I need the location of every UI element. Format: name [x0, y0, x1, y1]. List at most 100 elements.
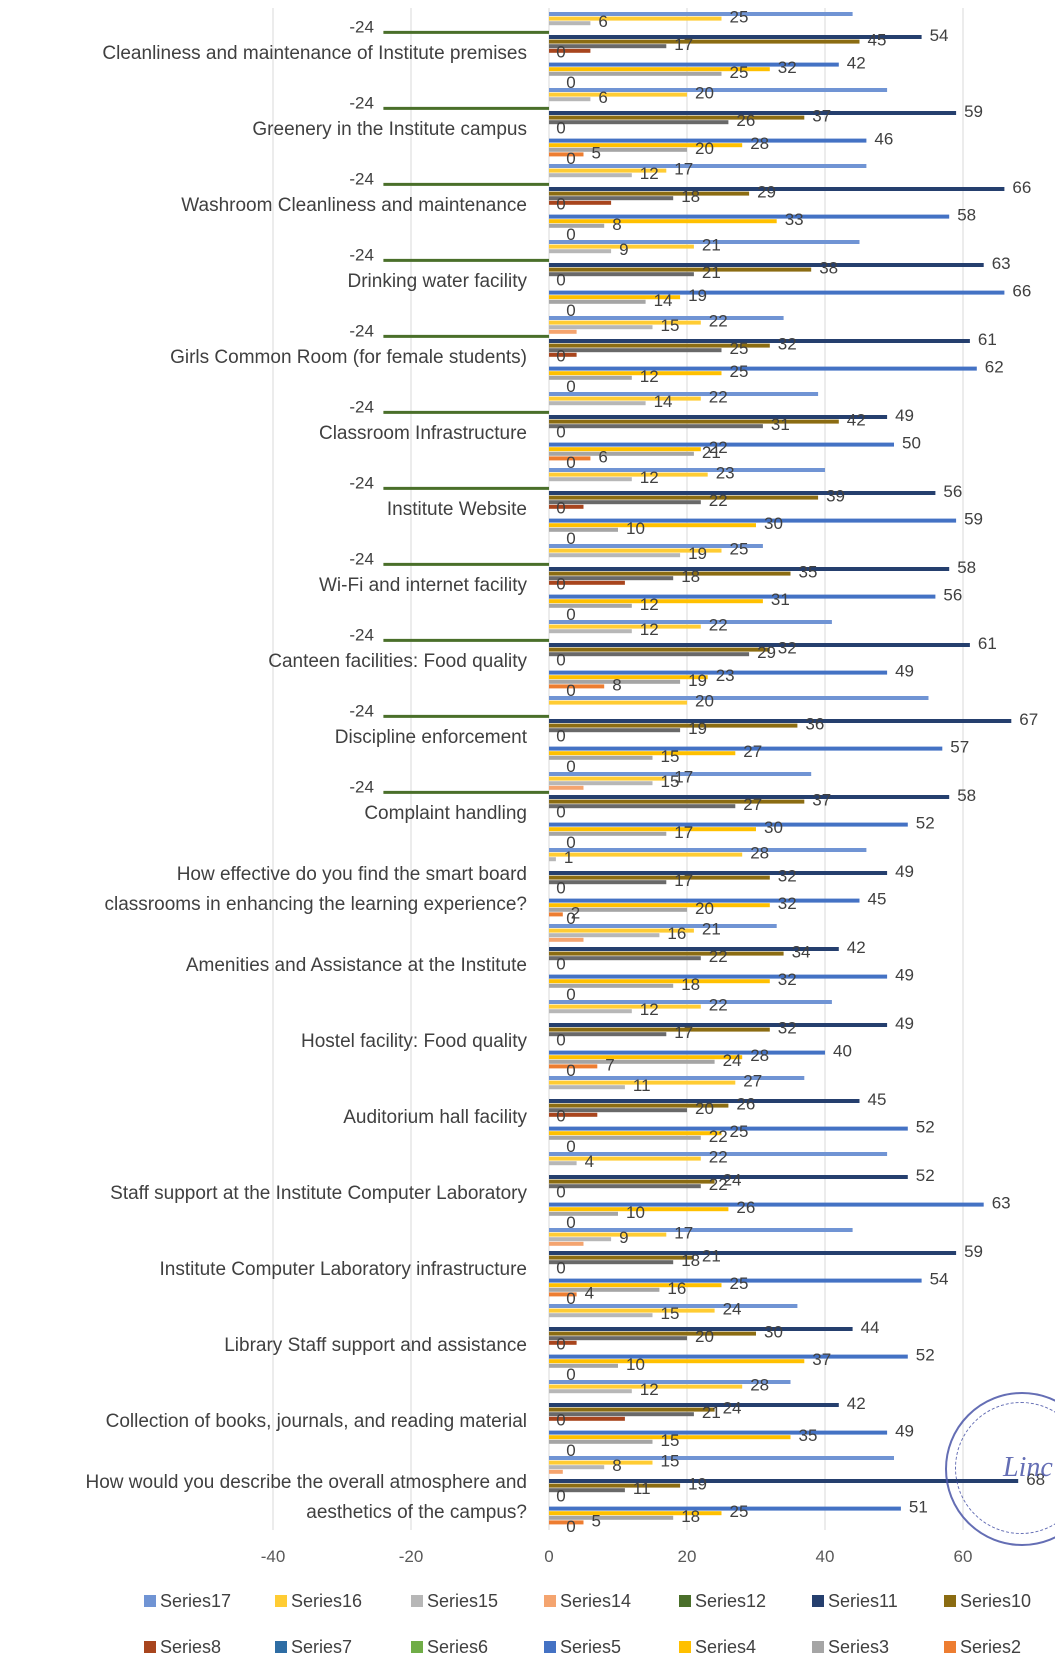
zero-label: 0 — [566, 605, 575, 624]
value-label: 25 — [730, 63, 749, 82]
category-label: Library Staff support and assistance — [224, 1335, 527, 1356]
zero-label: 0 — [566, 909, 575, 928]
category-label: How would you describe the overall atmos… — [86, 1472, 527, 1523]
bar-series17 — [549, 1456, 894, 1460]
bar-series11 — [549, 339, 970, 343]
legend-label: Series17 — [160, 1591, 231, 1611]
bar-series4 — [549, 219, 777, 224]
value-label: 24 — [723, 1051, 742, 1070]
category-label: Amenities and Assistance at the Institut… — [186, 955, 527, 976]
category-label: Hostel facility: Food quality — [301, 1031, 527, 1052]
value-label: 32 — [778, 894, 797, 913]
value-label: 29 — [757, 643, 776, 662]
value-label: 31 — [771, 590, 790, 609]
value-label: 40 — [833, 1042, 852, 1061]
bar-series5 — [549, 1202, 984, 1207]
value-label: 22 — [709, 312, 728, 331]
value-label: 12 — [640, 367, 659, 386]
category-labels: Cleanliness and maintenance of Institute… — [86, 43, 528, 1523]
value-label: 37 — [812, 791, 831, 810]
bar-series15 — [549, 249, 612, 254]
bar-series11 — [549, 947, 839, 951]
value-label: 27 — [743, 795, 762, 814]
zero-label: 0 — [566, 681, 575, 700]
value-label: 15 — [661, 316, 680, 335]
category-label: Greenery in the Institute campus — [252, 119, 527, 140]
bar-series11 — [549, 1251, 957, 1255]
legend-label: Series3 — [828, 1637, 889, 1657]
value-label: 15 — [661, 747, 680, 766]
value-label: 42 — [847, 54, 866, 73]
bar-series15 — [549, 857, 556, 862]
value-label: 26 — [736, 111, 755, 130]
value-label: 21 — [702, 920, 721, 939]
value-label: 27 — [743, 1072, 762, 1091]
value-label: 59 — [964, 102, 983, 121]
zero-label: 0 — [566, 529, 575, 548]
value-label: 12 — [640, 164, 659, 183]
bar-series11 — [549, 643, 970, 647]
bar-series2 — [549, 152, 584, 157]
value-label: 46 — [874, 130, 893, 149]
zero-label: 0 — [556, 726, 565, 745]
value-label: 15 — [661, 772, 680, 791]
category-label: Institute Computer Laboratory infrastruc… — [159, 1259, 527, 1280]
value-label: 32 — [778, 867, 797, 886]
bar-series10 — [549, 1331, 756, 1336]
bar-series8 — [549, 504, 584, 509]
bar-series15 — [549, 477, 632, 482]
bar-series9 — [549, 652, 750, 657]
zero-label: 0 — [556, 1410, 565, 1429]
value-label: 10 — [626, 1203, 645, 1222]
bar-series9 — [549, 272, 694, 277]
series12-lines — [383, 30, 549, 794]
value-label: 61 — [978, 330, 997, 349]
legend-label: Series15 — [427, 1591, 498, 1611]
legend-swatch — [679, 1641, 691, 1653]
category-label: Girls Common Room (for female students) — [170, 347, 527, 368]
bar-series3 — [549, 1363, 618, 1368]
bar-series3 — [549, 223, 605, 228]
x-tick-label: 60 — [954, 1547, 973, 1566]
value-label: 8 — [612, 215, 621, 234]
bar-series4 — [549, 371, 722, 376]
category-label: Discipline enforcement — [335, 727, 528, 748]
seal-text: Linc — [1003, 1452, 1053, 1483]
bar-series17 — [549, 164, 867, 168]
value-label: 28 — [750, 1046, 769, 1065]
series12-value-label: -24 — [349, 321, 374, 340]
value-label: 56 — [943, 482, 962, 501]
value-label: 49 — [895, 406, 914, 425]
bar-series4 — [549, 1207, 729, 1212]
zero-label: 0 — [556, 1486, 565, 1505]
bar-series15 — [549, 1389, 632, 1394]
bar-series3 — [549, 451, 694, 456]
value-label: 30 — [764, 1323, 783, 1342]
value-label: 45 — [868, 31, 887, 50]
legend-swatch — [812, 1595, 824, 1607]
value-label: 42 — [847, 938, 866, 957]
legend-label: Series7 — [291, 1637, 352, 1657]
value-label: 61 — [978, 634, 997, 653]
bar-series15 — [549, 1313, 653, 1318]
value-label: 19 — [688, 286, 707, 305]
bar-series17 — [549, 316, 784, 320]
value-label: 6 — [598, 447, 607, 466]
bar-series8 — [549, 1416, 625, 1421]
bar-series4 — [549, 1511, 722, 1516]
category-label: Canteen facilities: Food quality — [268, 651, 527, 672]
value-label: 52 — [916, 1166, 935, 1185]
bar-series10 — [549, 1179, 715, 1184]
value-label: 52 — [916, 814, 935, 833]
bar-series4 — [549, 599, 763, 604]
bars — [549, 12, 1019, 1525]
value-label: 11 — [633, 1076, 651, 1095]
value-label: 24 — [723, 1399, 742, 1418]
value-label: 9 — [619, 1228, 628, 1247]
zero-label: 0 — [556, 574, 565, 593]
bar-series8 — [549, 1112, 598, 1117]
value-label: 17 — [674, 160, 693, 179]
value-label: 25 — [730, 8, 749, 27]
value-label: 62 — [985, 358, 1004, 377]
